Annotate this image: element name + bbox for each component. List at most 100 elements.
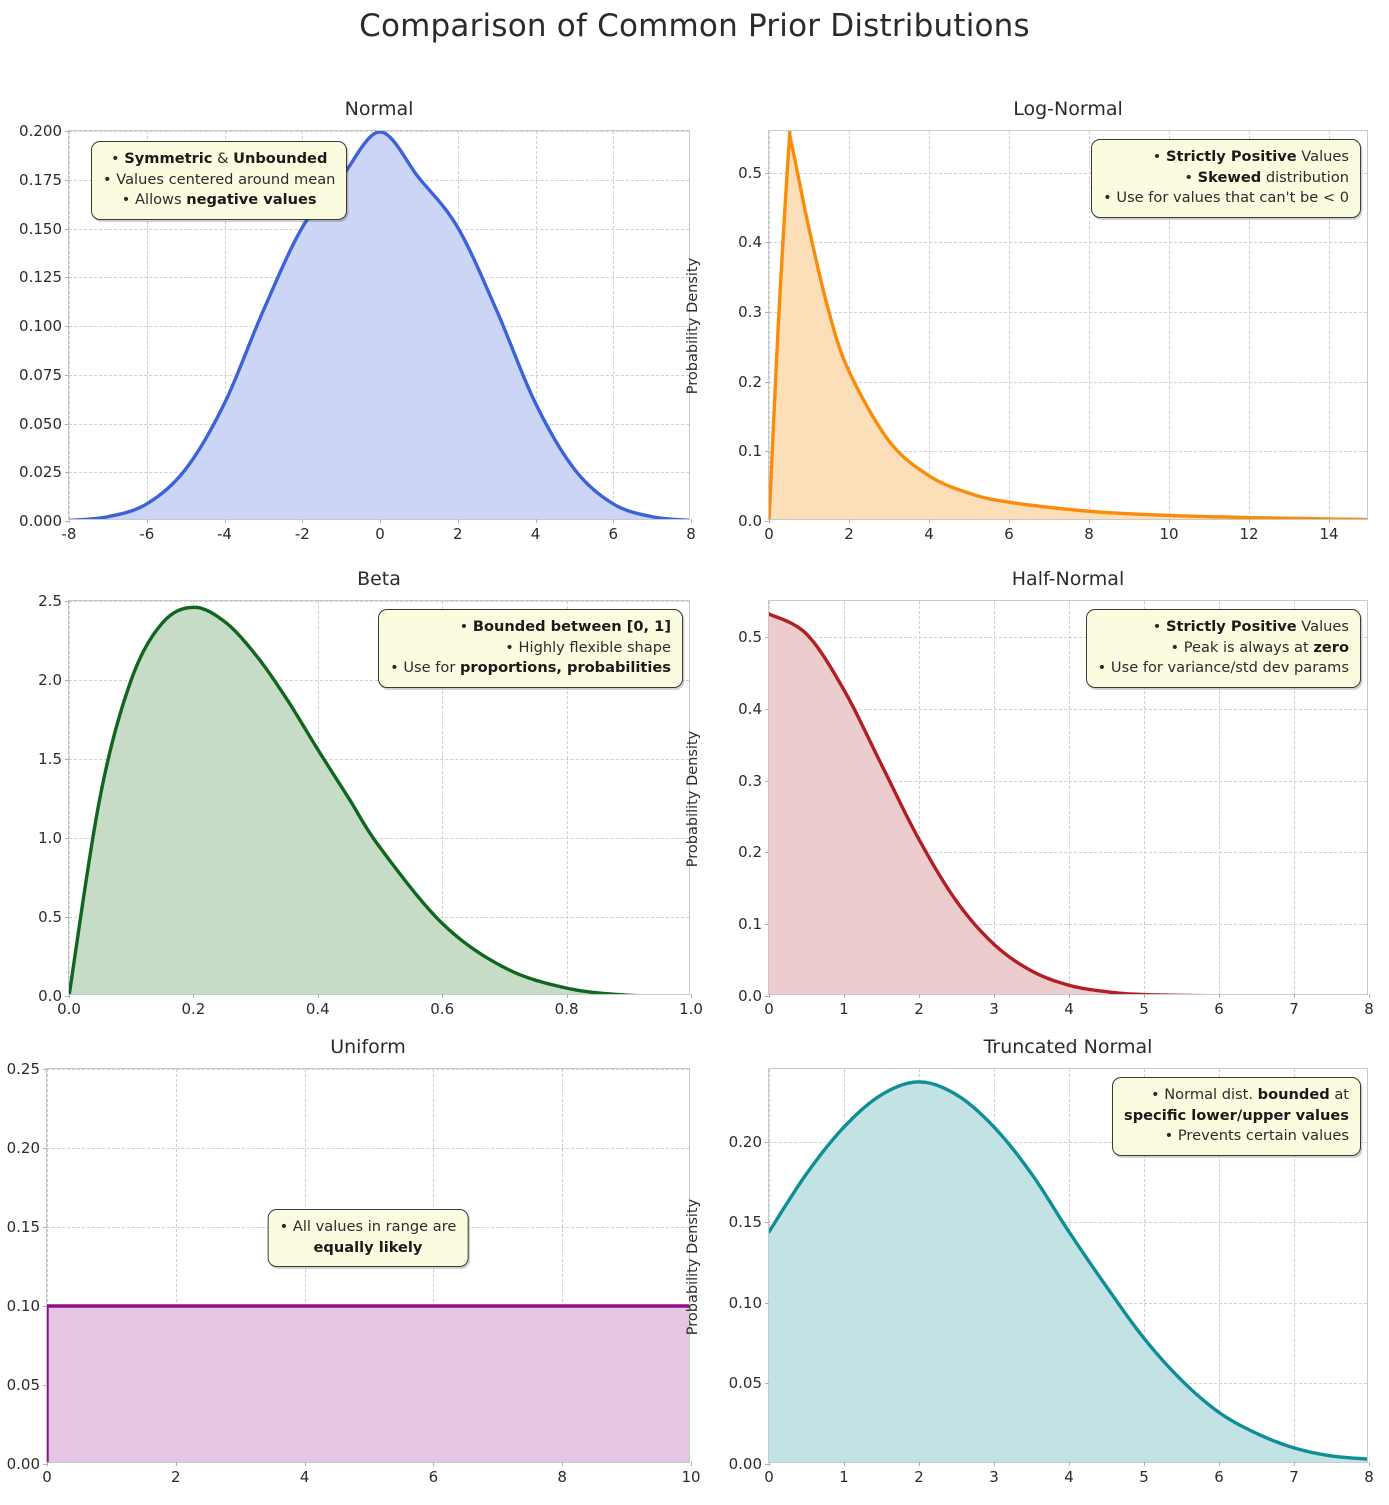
gridline-horizontal <box>769 780 1367 782</box>
y-tickmark <box>43 1227 47 1228</box>
y-tickmark <box>765 924 769 926</box>
annotation-line: • Skewed distribution <box>1184 168 1349 186</box>
x-tickmark <box>224 519 226 523</box>
y-tick-label: 0.25 <box>6 1060 40 1078</box>
y-axis-label: Probability Density <box>0 258 1 394</box>
x-tick-label: 2 <box>171 1468 181 1486</box>
x-tick-label: 6 <box>428 1468 439 1486</box>
gridline-vertical <box>1219 1069 1220 1462</box>
x-tick-label: 5 <box>1139 1000 1149 1018</box>
curve-fill <box>769 131 1333 519</box>
y-tick-label: 0.2 <box>738 372 762 391</box>
y-tickmark <box>765 1302 769 1304</box>
y-tickmark <box>765 1464 769 1465</box>
x-tick-label: -8 <box>61 525 77 543</box>
y-tickmark <box>43 1148 47 1149</box>
y-tick-label: 0.10 <box>6 1297 40 1315</box>
gridline-horizontal <box>769 852 1367 854</box>
x-tick-label: 0.4 <box>305 1000 330 1018</box>
y-tick-label: 0.0 <box>738 987 762 1005</box>
y-tick-label: 0.100 <box>19 317 62 335</box>
annotation-line: • Highly flexible shape <box>505 638 671 656</box>
x-tick-label: 8 <box>686 525 696 543</box>
y-tickmark <box>65 228 69 230</box>
y-tickmark <box>765 172 769 174</box>
x-tick-label: 8 <box>1364 1000 1374 1018</box>
gridline-vertical <box>1169 131 1170 519</box>
gridline-vertical <box>849 131 850 519</box>
x-tickmark <box>1169 519 1170 523</box>
y-tickmark <box>65 917 69 918</box>
gridline-vertical <box>69 601 70 994</box>
x-tick-label: 4 <box>1064 1000 1074 1018</box>
curve-line <box>769 612 1211 994</box>
x-tick-label: -4 <box>217 525 232 543</box>
gridline-vertical <box>1144 1069 1145 1462</box>
x-tick-label: 0.0 <box>57 1000 81 1018</box>
x-tick-label: 7 <box>1289 1000 1299 1018</box>
y-tickmark <box>65 374 69 376</box>
x-tickmark <box>562 1462 564 1466</box>
y-tick-label: 2.5 <box>38 592 62 610</box>
x-tickmark <box>994 994 995 998</box>
curve-fill <box>769 613 1132 994</box>
y-tickmark <box>765 996 769 997</box>
gridline-vertical <box>442 601 444 994</box>
gridline-vertical <box>146 131 148 519</box>
gridline-vertical <box>224 131 226 519</box>
gridline-horizontal <box>769 312 1367 314</box>
gridline-vertical <box>47 1069 48 1462</box>
y-axis-label: Probability Density <box>0 730 1 866</box>
y-tick-label: 0.1 <box>738 442 762 461</box>
curve-fill <box>90 131 670 519</box>
x-tick-label: 4 <box>1064 1468 1074 1486</box>
gridline-vertical <box>566 601 568 994</box>
gridline-horizontal <box>769 924 1367 926</box>
axes: 0 2 4 6 8 10 0.00 0.05 0.10 0.15 0.20 0.25 Probabili… <box>7 1060 701 1486</box>
y-tick-label: 0.200 <box>19 122 62 140</box>
gridline-horizontal <box>69 838 689 839</box>
x-tickmark <box>769 994 770 998</box>
gridline-vertical <box>1294 1069 1295 1462</box>
subplot-beta: Beta 0.0 0.2 0.4 0.6 0.8 1.0 0.0 0.5 1.0 1.5 2.0 2.… <box>0 568 703 1018</box>
y-tick-label: 0.15 <box>6 1218 40 1236</box>
y-tickmark <box>65 326 69 327</box>
y-tickmark <box>65 601 69 602</box>
y-tick-label: 0.05 <box>728 1374 762 1393</box>
annotation-line: • Use for proportions, probabilities <box>390 659 671 677</box>
x-tick-label: 2 <box>453 525 463 543</box>
annotation-line: specific lower/upper values <box>1124 1106 1349 1124</box>
y-tickmark <box>765 312 769 314</box>
curve-line <box>769 1080 1367 1461</box>
y-tickmark <box>765 636 769 638</box>
annotation-line: • Use for values that can't be < 0 <box>1103 189 1349 207</box>
x-tickmark <box>69 519 70 523</box>
y-tickmark <box>65 680 69 681</box>
y-tick-label: 0.1 <box>738 915 762 934</box>
x-tick-label: 6 <box>608 525 619 543</box>
subplot-truncated-normal: Truncated Normal 0 1 2 3 4 5 6 7 8 0.00 0.05 0.10 0.… <box>685 1036 1374 1486</box>
annotation-box: • Normal dist. bounded at specific lower/… <box>1112 1077 1361 1157</box>
x-tickmark <box>1249 519 1250 523</box>
x-tickmark <box>1144 1462 1145 1466</box>
distribution-curve <box>47 1304 689 1462</box>
y-tick-label: 0.5 <box>738 163 762 182</box>
y-axis-label: Probability Density <box>685 730 701 867</box>
y-tick-label: 0.5 <box>738 627 762 646</box>
x-tick-label: 2 <box>844 525 854 543</box>
x-tick-label: 1 <box>839 1468 849 1486</box>
x-tickmark <box>1294 994 1295 998</box>
distribution-curve <box>69 131 689 519</box>
distribution-curve <box>769 612 1211 994</box>
x-tick-label: 1.0 <box>679 1000 703 1018</box>
annotation-line: • Use for variance/std dev params <box>1097 659 1349 677</box>
x-tickmark <box>433 1462 435 1466</box>
subplot-log-normal: Log-Normal 0 2 4 6 8 10 12 14 0.0 0.1 0.2 0.3 0.4 0.5… <box>685 98 1368 543</box>
gridline-vertical <box>613 131 615 519</box>
annotation-box: • Bounded between [0, 1] • Highly flexibl… <box>378 609 683 689</box>
subplot-half-normal: Half-Normal 0 1 2 3 4 5 6 7 8 0.0 0.1 0.2 0.3 0.4 0.5 P… <box>685 568 1374 1018</box>
gridline-vertical <box>1069 601 1070 994</box>
y-tickmark <box>65 521 69 522</box>
curve-line <box>69 131 689 519</box>
x-tick-label: 1 <box>839 1000 849 1018</box>
